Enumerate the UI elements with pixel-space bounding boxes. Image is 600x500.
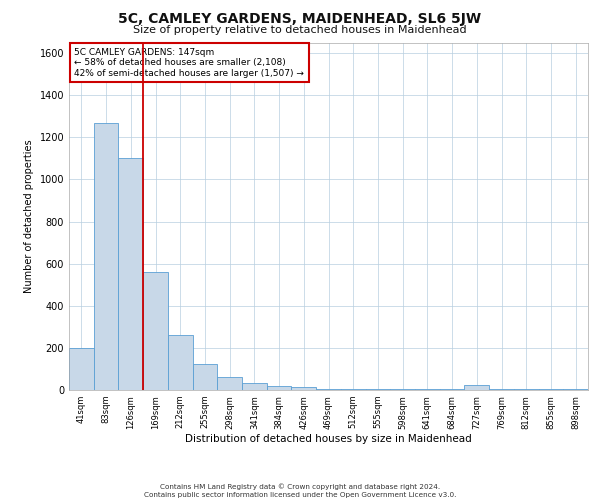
Bar [267,386,292,390]
Bar [292,387,316,390]
Bar [69,348,94,390]
Bar [193,364,217,390]
Text: Contains HM Land Registry data © Crown copyright and database right 2024.
Contai: Contains HM Land Registry data © Crown c… [144,484,456,498]
Bar [118,158,143,390]
Text: 5C CAMLEY GARDENS: 147sqm
← 58% of detached houses are smaller (2,108)
42% of se: 5C CAMLEY GARDENS: 147sqm ← 58% of detac… [74,48,304,78]
Bar [341,389,365,390]
Bar [316,389,341,390]
Text: 5C, CAMLEY GARDENS, MAIDENHEAD, SL6 5JW: 5C, CAMLEY GARDENS, MAIDENHEAD, SL6 5JW [118,12,482,26]
Y-axis label: Number of detached properties: Number of detached properties [24,140,34,293]
Bar [217,378,242,390]
Text: Size of property relative to detached houses in Maidenhead: Size of property relative to detached ho… [133,25,467,35]
Bar [143,272,168,390]
Bar [464,384,489,390]
Bar [168,335,193,390]
Bar [242,382,267,390]
Bar [94,122,118,390]
X-axis label: Distribution of detached houses by size in Maidenhead: Distribution of detached houses by size … [185,434,472,444]
